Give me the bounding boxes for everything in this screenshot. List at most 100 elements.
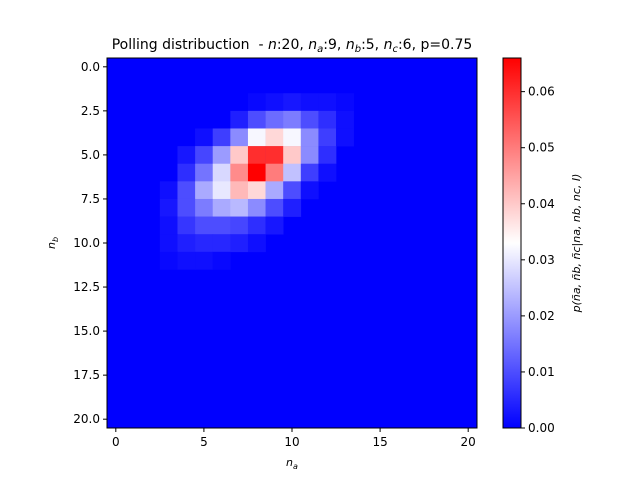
heatmap-cell bbox=[195, 198, 214, 217]
heatmap-cell bbox=[283, 93, 302, 112]
heatmap-cell bbox=[177, 181, 196, 200]
heatmap-cell bbox=[336, 128, 354, 147]
heatmap-cell bbox=[247, 146, 266, 165]
colorbar-tick-label: 0.05 bbox=[528, 141, 555, 155]
heatmap-cell bbox=[230, 110, 249, 129]
y-axis-label: nb bbox=[45, 237, 60, 249]
heatmap-cell bbox=[265, 198, 284, 217]
y-tick-label: 17.5 bbox=[73, 368, 100, 382]
heatmap-cell bbox=[195, 234, 214, 253]
heatmap-cell bbox=[283, 181, 302, 200]
heatmap-cell bbox=[265, 146, 284, 165]
heatmap-cell bbox=[300, 163, 319, 182]
heatmap-cell bbox=[300, 110, 319, 129]
heatmap-cell bbox=[195, 251, 214, 270]
heatmap-cell bbox=[212, 128, 231, 147]
heatmap-cell bbox=[318, 93, 337, 112]
colorbar-tick-label: 0.04 bbox=[528, 197, 555, 211]
heatmap-cell bbox=[195, 216, 214, 235]
heatmap-cell bbox=[212, 198, 231, 217]
y-tick-label: 12.5 bbox=[73, 280, 100, 294]
heatmap-cell bbox=[283, 128, 302, 147]
heatmap-cell bbox=[265, 181, 284, 200]
y-tick-label: 10.0 bbox=[73, 236, 100, 250]
colorbar-tick-label: 0.02 bbox=[528, 309, 555, 323]
heatmap-cell bbox=[212, 181, 231, 200]
heatmap-cell bbox=[212, 216, 231, 235]
heatmap-cell bbox=[247, 110, 266, 129]
heatmap-cell bbox=[177, 216, 196, 235]
heatmap-cell bbox=[318, 146, 337, 165]
heatmap-cell bbox=[195, 128, 214, 147]
x-axis-ticks: 0 5 10 15 20 bbox=[112, 428, 476, 449]
heatmap-cell bbox=[230, 234, 249, 253]
heatmap-cell bbox=[212, 251, 231, 270]
y-tick-label: 0.0 bbox=[81, 60, 100, 74]
heatmap-cell bbox=[159, 251, 178, 270]
chart-title: Polling distribuction - n:20, na:9, nb:5… bbox=[112, 37, 473, 55]
x-tick-label: 15 bbox=[372, 435, 387, 449]
heatmap-cell bbox=[318, 110, 337, 129]
colorbar-ticks: 0.00 0.01 0.02 0.03 0.04 0.05 0.06 bbox=[521, 85, 555, 435]
x-axis-label: na bbox=[286, 456, 298, 471]
colorbar-tick-label: 0.00 bbox=[528, 421, 555, 435]
heatmap-cell bbox=[247, 163, 266, 182]
heatmap-cell bbox=[265, 110, 284, 129]
heatmap-cell bbox=[159, 234, 178, 253]
x-tick-label: 20 bbox=[461, 435, 476, 449]
heatmap-cell bbox=[247, 128, 266, 147]
heatmap-cell bbox=[265, 93, 284, 112]
heatmap-cell bbox=[265, 163, 284, 182]
y-tick-label: 15.0 bbox=[73, 324, 100, 338]
colorbar-tick-label: 0.01 bbox=[528, 365, 555, 379]
heatmap-cell bbox=[212, 163, 231, 182]
heatmap-cell bbox=[318, 163, 337, 182]
y-tick-label: 2.5 bbox=[81, 104, 100, 118]
heatmap-cell bbox=[247, 93, 266, 112]
heatmap-cell bbox=[247, 234, 266, 253]
heatmap-cell bbox=[230, 128, 249, 147]
heatmap-cell bbox=[159, 181, 178, 200]
heatmap-cell bbox=[283, 163, 302, 182]
plot-area bbox=[106, 57, 478, 429]
x-tick-label: 5 bbox=[200, 435, 208, 449]
heatmap-cell bbox=[230, 216, 249, 235]
heatmap-cell bbox=[283, 110, 302, 129]
y-axis-ticks: 0.0 2.5 5.0 7.5 10.0 12.5 15.0 17.5 20.0 bbox=[73, 60, 107, 426]
heatmap-cell bbox=[230, 163, 249, 182]
heatmap-cell bbox=[177, 234, 196, 253]
heatmap-cell bbox=[159, 216, 178, 235]
heatmap-cell bbox=[177, 198, 196, 217]
heatmap-cell bbox=[159, 198, 178, 217]
heatmap-cell bbox=[318, 128, 337, 147]
heatmap-cell bbox=[265, 216, 284, 235]
colorbar-tick-label: 0.06 bbox=[528, 85, 555, 99]
y-tick-label: 7.5 bbox=[81, 192, 100, 206]
heatmap-cell bbox=[247, 198, 266, 217]
heatmap-cells bbox=[159, 93, 354, 270]
heatmap-cell bbox=[300, 181, 319, 200]
colorbar: 0.00 0.01 0.02 0.03 0.04 0.05 0.06 p(ña, ñb, ñ… bbox=[502, 57, 583, 435]
heatmap-cell bbox=[283, 198, 302, 217]
heatmap-cell bbox=[212, 234, 231, 253]
heatmap-cell bbox=[247, 216, 266, 235]
colorbar-tick-label: 0.03 bbox=[528, 253, 555, 267]
heatmap-cell bbox=[195, 181, 214, 200]
y-tick-label: 20.0 bbox=[73, 412, 100, 426]
heatmap-cell bbox=[247, 181, 266, 200]
heatmap-cell bbox=[230, 181, 249, 200]
heatmap-cell bbox=[300, 146, 319, 165]
heatmap-cell bbox=[195, 146, 214, 165]
x-tick-label: 10 bbox=[284, 435, 299, 449]
heatmap-cell bbox=[230, 146, 249, 165]
heatmap-cell bbox=[300, 93, 319, 112]
heatmap-cell bbox=[177, 146, 196, 165]
heatmap-cell bbox=[300, 128, 319, 147]
heatmap-cell bbox=[195, 163, 214, 182]
colorbar-label: p(ña, ñb, ñc|na, nb, nc, I) bbox=[570, 174, 583, 314]
heatmap-cell bbox=[212, 146, 231, 165]
heatmap-cell bbox=[283, 146, 302, 165]
heatmap-cell bbox=[265, 128, 284, 147]
heatmap-cell bbox=[177, 163, 196, 182]
heatmap-cell bbox=[336, 110, 354, 129]
